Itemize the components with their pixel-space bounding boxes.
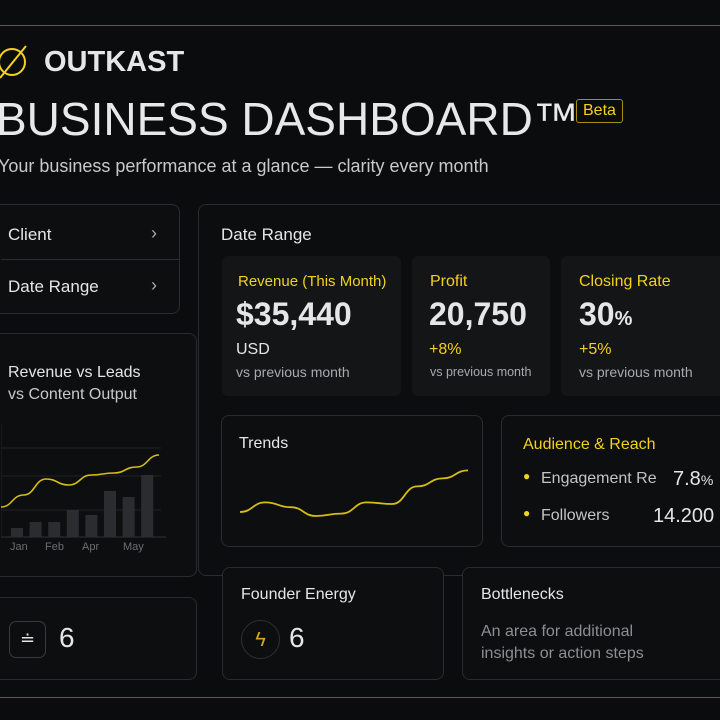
bullet-icon: ● — [523, 506, 531, 520]
beta-badge: Beta — [576, 99, 623, 123]
brand-name: OUTKAST — [44, 46, 185, 78]
kpi-note: vs previous month — [430, 365, 532, 379]
page-title: BUSINESS DASHBOARD™ — [0, 93, 579, 145]
bottom-divider — [0, 697, 720, 698]
kpi-label: Closing Rate — [579, 273, 671, 290]
kpi-change: +8% — [429, 341, 462, 358]
bar — [85, 515, 98, 537]
quick-stat-value: 6 — [59, 622, 75, 653]
kpi-closing-rate: Closing Rate 30% +5% vs previous month — [561, 256, 720, 396]
x-tick-label: Feb — [45, 541, 64, 553]
x-tick-label: Apr — [82, 541, 100, 553]
trends-title: Trends — [239, 435, 289, 452]
trends-card: Trends — [221, 415, 483, 547]
section-title: Date Range — [221, 225, 312, 244]
menu-icon[interactable]: ≐ — [9, 621, 46, 658]
audience-title: Audience & Reach — [523, 436, 656, 453]
slashed-circle-icon — [0, 45, 27, 79]
bar — [29, 522, 42, 537]
metric-value: 7.8 — [673, 468, 701, 490]
kpi-revenue: Revenue (This Month) $35,440 USD vs prev… — [222, 256, 401, 396]
trend-line — [239, 469, 469, 517]
kpi-suffix: % — [614, 308, 633, 330]
chevron-right-icon: › — [151, 275, 157, 295]
bar — [104, 491, 116, 537]
kpi-profit: Profit 20,750 +8% vs previous month — [412, 256, 550, 396]
kpi-value: $35,440 — [236, 296, 352, 332]
top-divider — [0, 25, 720, 26]
quick-stat-panel: ≐ 6 — [0, 597, 197, 680]
audience-card: Audience & Reach ● Engagement Re 7.8% ● … — [501, 415, 720, 547]
metric-label: Followers — [541, 507, 610, 524]
kpi-label: Profit — [430, 273, 468, 290]
bar — [48, 522, 61, 537]
bar — [11, 528, 23, 537]
bottlenecks-text: An area for additional insights or actio… — [481, 623, 644, 662]
revenue-chart-panel: Revenue vs Leads vs Content Output Jan Fe… — [0, 333, 197, 577]
founder-value: 6 — [289, 622, 305, 653]
date-range-filter[interactable]: Date Range › — [1, 261, 179, 313]
chart-subtitle: vs Content Output — [8, 386, 137, 403]
bottlenecks-card: Bottlenecks An area for additional insig… — [462, 567, 720, 680]
bullet-icon: ● — [523, 469, 531, 483]
kpi-change: +5% — [579, 341, 612, 358]
kpi-label: Revenue (This Month) — [238, 273, 387, 290]
filter-panel: Client › Date Range › — [0, 204, 180, 314]
client-filter[interactable]: Client › — [1, 205, 179, 260]
bottlenecks-title: Bottlenecks — [481, 586, 564, 603]
page-subtitle: Your business performance at a glance — … — [0, 156, 489, 176]
date-range-label: Date Range — [8, 277, 99, 296]
x-tick-label: Jan — [10, 541, 28, 553]
metric-value: 14.200 — [653, 505, 715, 527]
founder-energy-card: Founder Energy ϟ 6 — [222, 567, 444, 680]
lightning-icon: ϟ — [241, 620, 280, 659]
revenue-line — [1, 454, 160, 508]
trends-sparkline — [239, 469, 469, 517]
metric-suffix: % — [700, 472, 714, 488]
chart-title: Revenue vs Leads — [8, 364, 141, 381]
bar — [141, 475, 154, 537]
revenue-leads-chart — [1, 424, 166, 538]
bar — [122, 497, 135, 537]
founder-title: Founder Energy — [241, 586, 356, 603]
chevron-right-icon: › — [151, 223, 157, 243]
kpi-value: 30 — [579, 296, 615, 332]
bar — [66, 510, 79, 537]
client-label: Client — [8, 225, 52, 244]
kpi-unit: USD — [236, 341, 270, 358]
x-tick-label: May — [123, 541, 144, 553]
metric-label: Engagement Re — [541, 470, 657, 487]
kpi-note: vs previous month — [236, 364, 350, 380]
kpi-note: vs previous month — [579, 364, 693, 380]
kpi-value: 20,750 — [429, 296, 527, 332]
